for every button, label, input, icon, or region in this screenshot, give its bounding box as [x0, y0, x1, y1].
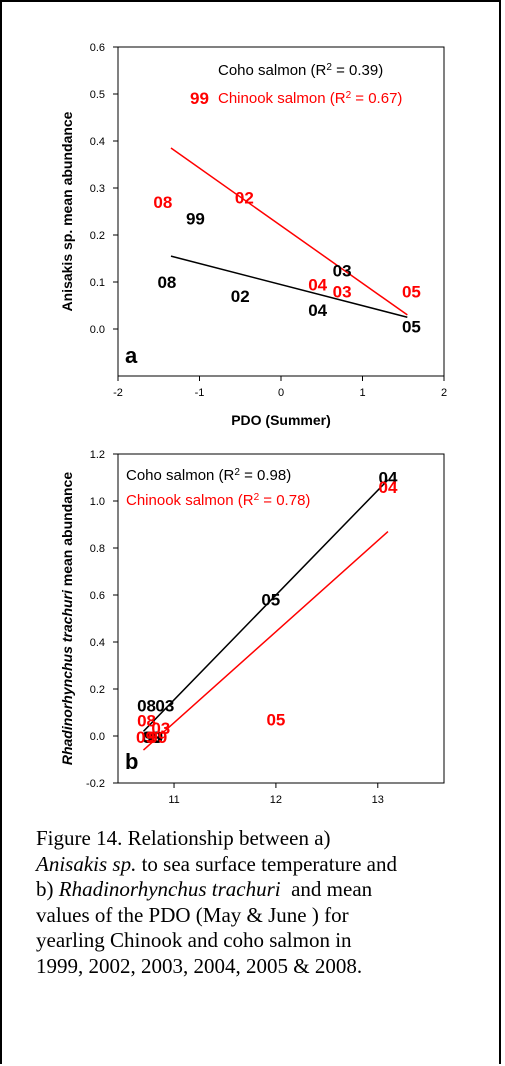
x-tick-label: 11 — [168, 794, 179, 806]
legend-entry: Chinook salmon (R2 = 0.67) — [218, 90, 402, 108]
x-tick-label: -2 — [113, 387, 123, 399]
point-label: 04 — [308, 275, 327, 294]
y-tick-label: 0.3 — [90, 183, 105, 195]
y-tick-label: 0.0 — [90, 731, 105, 743]
x-tick-label: 1 — [359, 387, 365, 399]
chart-panel-a: -2 -1 0 1 2 0.0 0.1 0.2 0.3 0.4 0.5 0.6 PDO (Summer)… — [59, 42, 447, 428]
plot-area-b — [117, 453, 445, 784]
point-label: 03 — [151, 719, 170, 738]
point-label: 99 — [186, 210, 205, 229]
x-axis-label: PDO (Summer) — [231, 412, 331, 428]
point-label: 09 — [142, 728, 161, 747]
y-axis-label: Anisakis sp. mean abundance — [59, 111, 75, 311]
caption-line-3-rest: and mean — [280, 877, 373, 901]
point-label: 04 — [379, 469, 398, 488]
caption-line-2: Anisakis sp. to sea surface temperature … — [36, 852, 486, 878]
y-tick-label: 0.2 — [90, 230, 105, 242]
point-label: 08 — [153, 193, 172, 212]
point-label: 99 — [148, 728, 167, 747]
panel-letter: b — [125, 749, 138, 774]
x-tick-label: -1 — [195, 387, 205, 399]
fit-line — [170, 147, 408, 316]
caption-line-2-rest: to sea surface temperature and — [136, 851, 397, 876]
point-label: 08 — [137, 712, 156, 731]
point-label: 05 — [261, 591, 280, 610]
x-axis-label: SST (Summer) — [233, 818, 329, 820]
legend-entry: Chinook salmon (R2 = 0.78) — [126, 492, 310, 510]
caption-line-3-start: b) — [36, 877, 59, 901]
point-label: 08 — [137, 696, 156, 715]
x-tick-label: 12 — [270, 794, 282, 806]
caption-line-5: yearling Chinook and coho salmon in — [36, 928, 352, 952]
point-label: 02 — [231, 287, 250, 306]
chart-panel-b: 11 12 13 -0.2 0.0 0.2 0.4 0.6 0.8 1.0 1.2 SST (Summ… — [59, 449, 445, 820]
legend-entry: Coho salmon (R2 = 0.39) — [218, 62, 383, 80]
caption-species-anisakis: Anisakis sp. — [36, 851, 137, 876]
point-label: 02 — [235, 188, 254, 207]
point-label: 03 — [333, 261, 352, 280]
y-tick-label: 0.5 — [90, 89, 105, 101]
point-label: 04 — [308, 301, 327, 320]
caption-line-1: Figure 14. Relationship between a) — [36, 826, 331, 850]
y-tick-label: 0.1 — [90, 277, 105, 289]
y-tick-label: 0.6 — [90, 590, 105, 602]
point-label: 99 — [144, 728, 163, 747]
x-tick-label: 13 — [372, 794, 384, 806]
fit-line — [142, 479, 389, 732]
point-label: 05 — [266, 711, 285, 730]
x-tick-label: 2 — [441, 387, 447, 399]
y-tick-label: -0.2 — [86, 778, 105, 790]
y-tick-label: 0.0 — [90, 324, 105, 336]
y-tick-label: 0.8 — [90, 543, 105, 555]
y-tick-label: 1.0 — [90, 496, 105, 508]
caption-species-rhadinorhynchus: Rhadinorhynchus trachuri — [58, 877, 281, 901]
legend-marker: 99 — [190, 89, 209, 108]
caption-line-6: 1999, 2002, 2003, 2004, 2005 & 2008. — [36, 953, 363, 978]
point-label: 05 — [402, 282, 421, 301]
y-tick-label: 0.2 — [90, 684, 105, 696]
y-tick-label: 0.6 — [90, 42, 105, 54]
point-label: 03 — [333, 282, 352, 301]
y-tick-label: 1.2 — [90, 449, 105, 461]
caption-line-3: b) Rhadinorhynchus trachuri and mean — [36, 877, 486, 903]
point-label: 05 — [402, 318, 421, 337]
point-label: 08 — [157, 273, 176, 292]
point-label: 09 — [136, 728, 155, 747]
point-label: 04 — [379, 478, 398, 497]
caption-line-4: values of the PDO (May & June ) for — [36, 902, 349, 927]
y-tick-label: 0.4 — [90, 136, 105, 148]
legend-entry: Coho salmon (R2 = 0.98) — [126, 467, 291, 485]
figure-caption: Figure 14. Relationship between a) Anisa… — [36, 826, 486, 979]
panel-letter: a — [125, 343, 138, 368]
y-tick-label: 0.4 — [90, 637, 105, 649]
y-axis-label: Rhadinorhynchus trachuri mean abundance — [59, 472, 75, 766]
fit-line — [170, 255, 408, 318]
x-tick-label: 0 — [278, 387, 284, 399]
fit-line — [142, 530, 389, 751]
point-label: 03 — [155, 696, 174, 715]
